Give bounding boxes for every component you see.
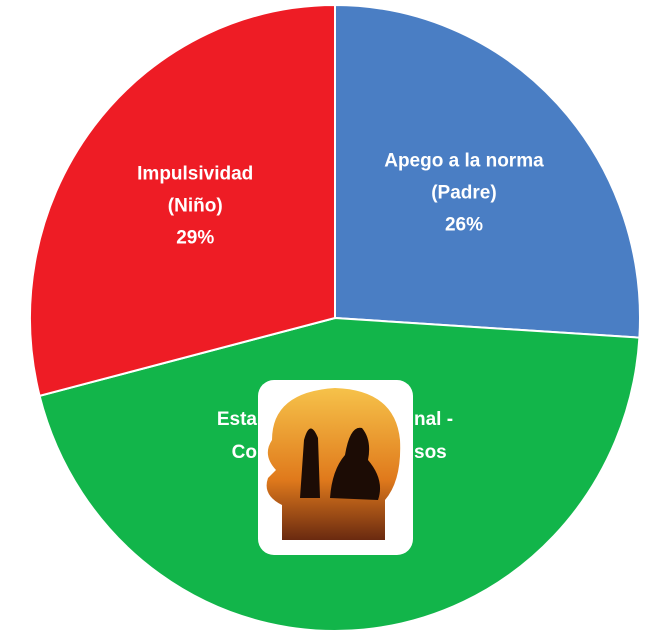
slice-label-fragment: sos	[414, 442, 447, 463]
figures	[300, 427, 381, 500]
slice-label-fragment: nal -	[414, 409, 453, 430]
slice-label: Apego a la norma	[384, 151, 544, 172]
slice-label: (Niño)	[168, 196, 223, 217]
slice-label-fragment: Co	[232, 442, 257, 463]
pie-slice	[334, 3, 641, 339]
slice-label-fragment: Esta	[217, 409, 258, 430]
slice-label: (Padre)	[431, 183, 496, 204]
picture	[258, 380, 413, 555]
slice-label: Impulsividad	[137, 164, 253, 185]
slice-value-label: 26%	[445, 215, 483, 236]
pie-slice	[29, 3, 336, 398]
slice-value-label: 29%	[176, 228, 214, 249]
head-silhouette	[266, 388, 401, 540]
